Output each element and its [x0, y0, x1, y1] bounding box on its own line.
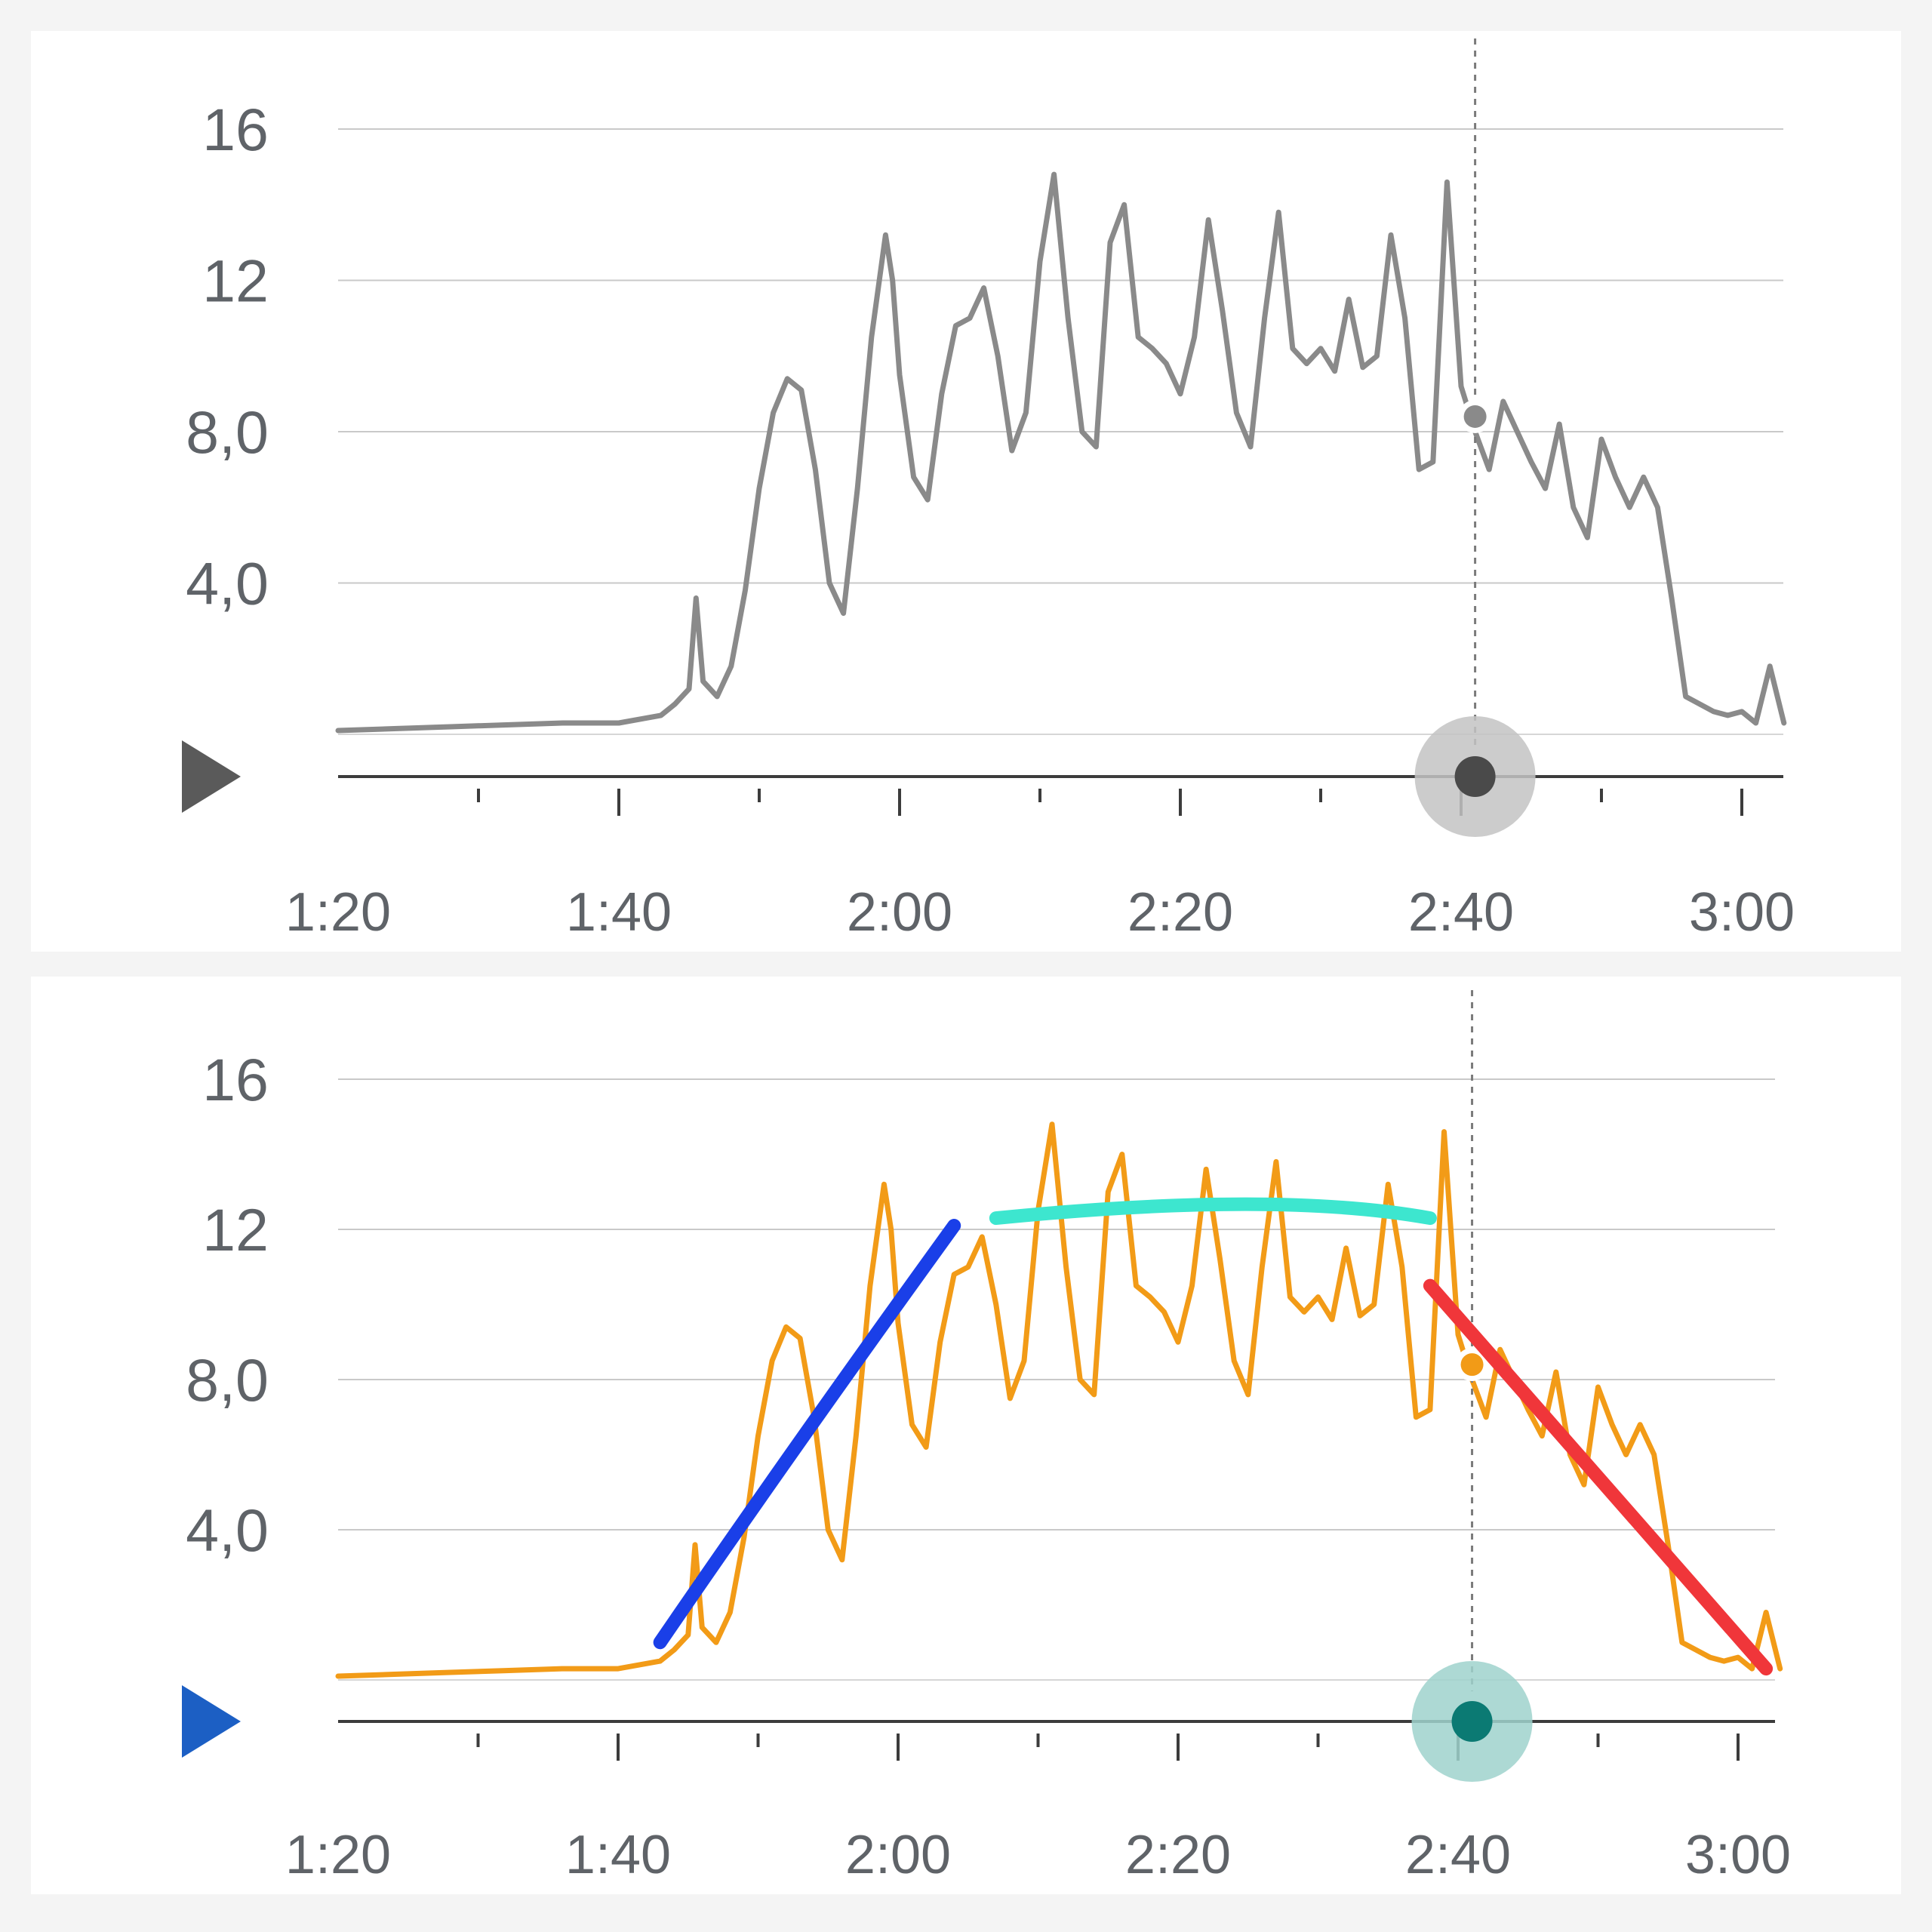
y-tick-label: 8,0: [186, 1346, 269, 1414]
bottom-line-chart-annotated: 16 12 8,0 4,0 1:20 1:40 2:00 2:20 2:40 3:00: [31, 977, 1901, 1894]
x-tick-label: 2:20: [1125, 1825, 1231, 1885]
x-tick-label: 3:00: [1685, 1825, 1791, 1885]
x-tick-label: 1:20: [285, 1825, 391, 1885]
y-tick-label: 8,0: [186, 398, 269, 466]
y-tick-label: 4,0: [186, 1497, 269, 1564]
x-tick-label: 2:40: [1408, 882, 1514, 943]
scrubber-handle[interactable]: [1452, 1701, 1493, 1742]
x-tick-label: 2:40: [1405, 1825, 1511, 1885]
x-tick-label: 1:40: [566, 882, 672, 943]
x-tick-label: 2:00: [845, 1825, 951, 1885]
play-icon[interactable]: [182, 1685, 241, 1758]
play-icon[interactable]: [182, 740, 241, 813]
cursor-point: [1461, 1353, 1484, 1376]
scrubber-handle[interactable]: [1455, 756, 1496, 797]
cursor-point: [1464, 405, 1487, 428]
bottom-chart-panel: 16 12 8,0 4,0 1:20 1:40 2:00 2:20 2:40 3:00: [31, 977, 1901, 1894]
y-tick-label: 12: [202, 248, 269, 315]
x-tick-label: 1:20: [285, 882, 391, 943]
x-tick-label: 3:00: [1689, 882, 1795, 943]
x-tick-label: 2:00: [847, 882, 952, 943]
top-chart-panel: 16 12 8,0 4,0 1:20 1:40 2:00 2:20 2:40 3:00: [31, 31, 1901, 952]
top-line-chart: 16 12 8,0 4,0 1:20 1:40 2:00 2:20 2:40 3:00: [31, 31, 1901, 952]
y-tick-label: 16: [202, 1046, 269, 1113]
x-tick-label: 2:20: [1128, 882, 1233, 943]
y-tick-label: 4,0: [186, 550, 269, 617]
trend-rise-annotation: [660, 1226, 955, 1642]
trend-fall-annotation: [1430, 1286, 1766, 1669]
y-tick-label: 16: [202, 96, 269, 163]
series-line: [338, 174, 1784, 731]
x-tick-label: 1:40: [565, 1825, 671, 1885]
y-tick-label: 12: [202, 1196, 269, 1263]
